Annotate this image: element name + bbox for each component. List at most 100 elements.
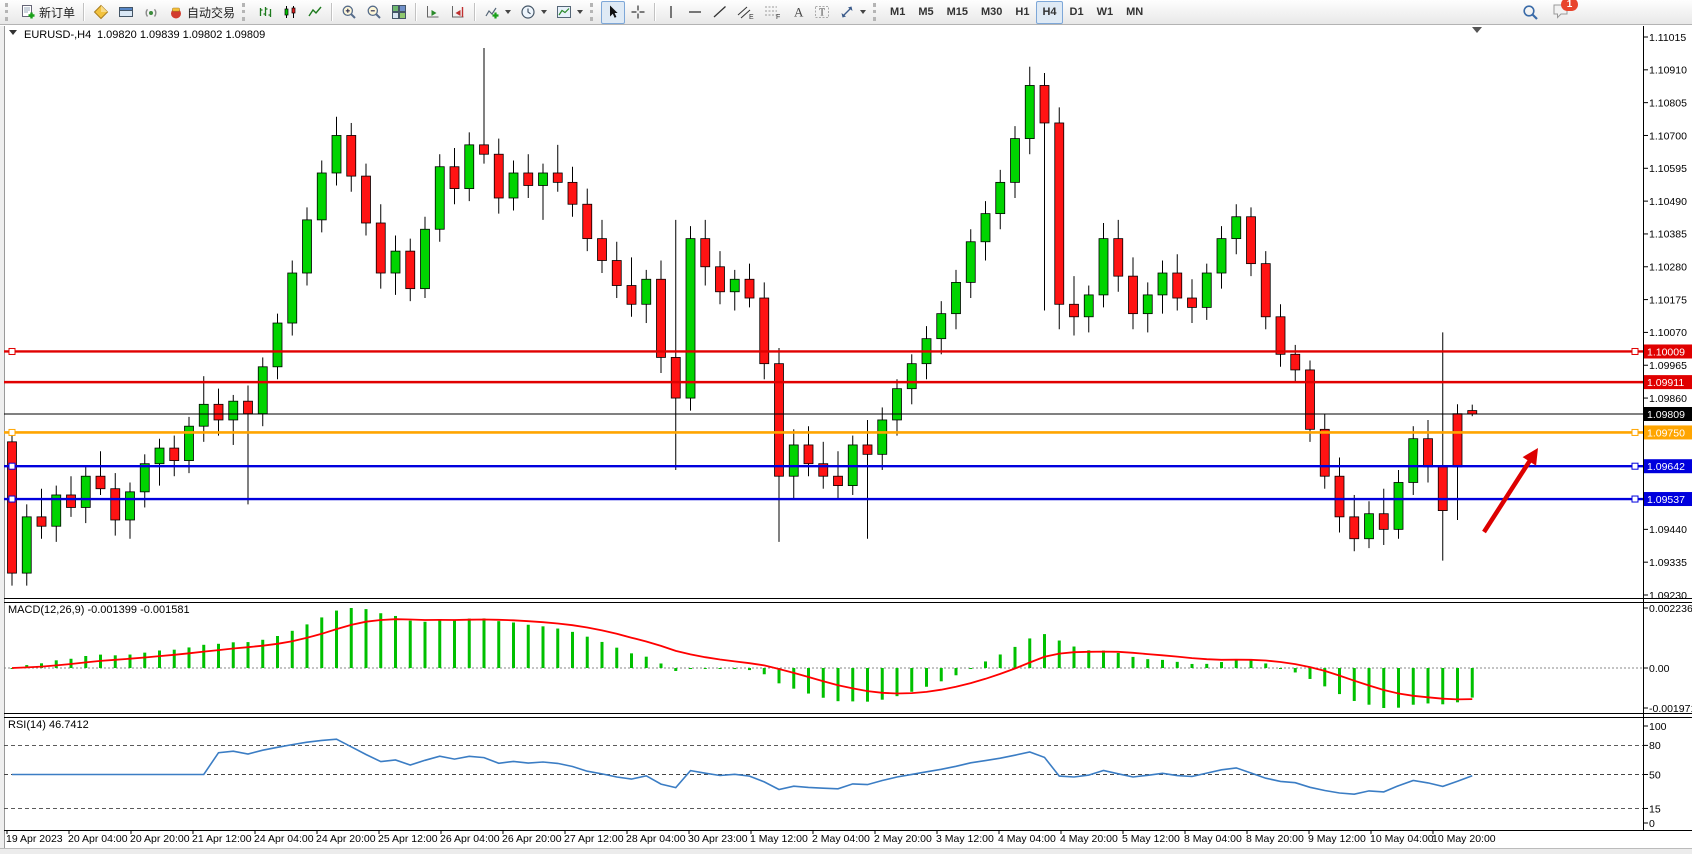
svg-text:1.09860: 1.09860 [1649,393,1687,405]
timeframe-M5[interactable]: M5 [918,6,934,18]
toolbar-grip[interactable] [590,3,596,21]
timeframe-W1[interactable]: W1 [1096,6,1114,18]
svg-text:3 May 12:00: 3 May 12:00 [936,833,994,845]
timeframe-M15[interactable]: M15 [946,6,968,18]
svg-text:1.09750: 1.09750 [1647,427,1685,439]
timeframe-M30[interactable]: M30 [981,6,1003,18]
candlestick-chart-button[interactable] [278,1,302,24]
bar-chart-button[interactable] [253,1,277,24]
svg-text:0: 0 [1649,818,1655,830]
search-icon[interactable] [1522,4,1539,21]
market-watch-button[interactable] [89,1,113,24]
equidistant-channel-tool[interactable]: E [733,1,759,24]
timeframe-D1[interactable]: D1 [1069,6,1084,18]
timeframe-H4[interactable]: H4 [1036,0,1063,24]
trendline-tool[interactable] [708,1,732,24]
indicators-button[interactable] [480,1,515,24]
zoom-in-button[interactable] [337,1,361,24]
horizontal-line-tool[interactable] [683,1,707,24]
svg-text:80: 80 [1649,740,1661,752]
toolbar: 新订单 自动交易 [0,0,1692,25]
vertical-line-tool[interactable] [660,1,682,24]
timeframe-MN[interactable]: MN [1126,6,1144,18]
chart-ohlc-values: 1.09820 1.09839 1.09802 1.09809 [97,29,265,41]
templates-button[interactable] [552,1,587,24]
chart-shift-icon [452,6,464,18]
chart-shift-marker[interactable] [1472,27,1482,33]
time-axis[interactable]: 19 Apr 2023 20 Apr 04:00 20 Apr 20:00 21 Ap… [6,830,1496,845]
periods-button[interactable] [516,1,551,24]
macd-panel-series [4,608,1643,708]
arrows-icon [841,6,853,18]
chevron-down-icon [541,10,548,14]
horizontal-line-icon [689,11,702,13]
chart-title: EURUSD-,H4 [24,29,91,41]
new-order-button[interactable]: 新订单 [16,1,79,24]
terminal-button[interactable] [114,1,138,24]
zoom-out-button[interactable] [362,1,386,24]
zoom-out-icon [367,5,381,19]
svg-text:1.10385: 1.10385 [1649,229,1687,241]
svg-text:5 May 12:00: 5 May 12:00 [1122,833,1180,845]
svg-text:1.09440: 1.09440 [1649,524,1687,536]
svg-text:1.10280: 1.10280 [1649,262,1687,274]
chevron-down-icon [860,10,867,14]
periods-icon [521,5,535,19]
svg-text:2 May 04:00: 2 May 04:00 [812,833,870,845]
macd-label: MACD(12,26,9) -0.001399 -0.001581 [8,604,190,616]
notification-badge: 1 [1561,0,1578,11]
chart-shift-button[interactable] [446,1,470,24]
price-axis-badges: 1.10009 1.09911 1.09809 1.09750 1.09642 1.095… [1644,344,1692,507]
auto-scroll-button[interactable] [421,1,445,24]
auto-trading-button[interactable]: 自动交易 [164,1,239,24]
signal-icon [145,8,157,17]
arrow-annotation[interactable] [1482,448,1538,534]
auto-trading-label: 自动交易 [187,5,236,20]
arrows-tool[interactable] [835,1,870,24]
svg-text:50: 50 [1649,769,1661,781]
svg-text:15: 15 [1649,803,1661,815]
tile-windows-button[interactable] [387,1,411,24]
svg-text:1.10009: 1.10009 [1647,346,1685,358]
macd-signal-line [11,618,1473,701]
svg-text:8 May 04:00: 8 May 04:00 [1184,833,1242,845]
svg-text:F: F [776,14,780,20]
chart-collapse-icon[interactable] [9,30,17,35]
separator [415,3,418,21]
svg-text:4 May 04:00: 4 May 04:00 [998,833,1056,845]
trendline-icon [713,6,726,18]
equidistant-channel-icon: E [737,6,754,20]
text-tool[interactable]: A [787,1,809,24]
svg-text:26 Apr 20:00: 26 Apr 20:00 [502,833,562,845]
svg-text:1.10490: 1.10490 [1649,196,1687,208]
svg-text:T: T [819,8,825,19]
toolbar-grip[interactable] [5,3,11,21]
svg-text:1.09230: 1.09230 [1649,590,1687,602]
text-label-tool[interactable]: T [810,1,834,24]
text-label-icon: T [815,6,830,19]
fibonacci-tool[interactable]: F [760,1,786,24]
toolbar-grip[interactable] [242,3,248,21]
crosshair-button[interactable] [626,1,650,24]
toolbar-grip[interactable] [873,3,879,21]
svg-text:1.09642: 1.09642 [1647,461,1685,473]
toolbar-right-cluster: 1 [1522,0,1578,25]
cursor-button[interactable] [601,0,626,24]
tile-windows-icon [392,5,407,19]
timeframe-M1[interactable]: M1 [890,6,906,18]
svg-text:1.10700: 1.10700 [1649,130,1687,142]
svg-text:25 Apr 12:00: 25 Apr 12:00 [378,833,438,845]
svg-text:1.09809: 1.09809 [1647,409,1685,421]
svg-text:100: 100 [1649,721,1667,733]
price-axis[interactable]: 1.11015 1.10910 1.10805 1.10700 1.10595 1.104… [1643,32,1692,830]
vertical-line-icon [670,6,672,18]
auto-scroll-icon [427,6,439,18]
chevron-down-icon [505,10,512,14]
svg-text:1.09965: 1.09965 [1649,360,1687,372]
notifications-button[interactable]: 1 [1552,0,1578,24]
strategy-tester-button[interactable] [139,1,163,24]
svg-text:21 Apr 12:00: 21 Apr 12:00 [192,833,252,845]
svg-text:E: E [749,14,754,20]
timeframe-H1[interactable]: H1 [1015,6,1030,18]
line-chart-button[interactable] [303,1,327,24]
